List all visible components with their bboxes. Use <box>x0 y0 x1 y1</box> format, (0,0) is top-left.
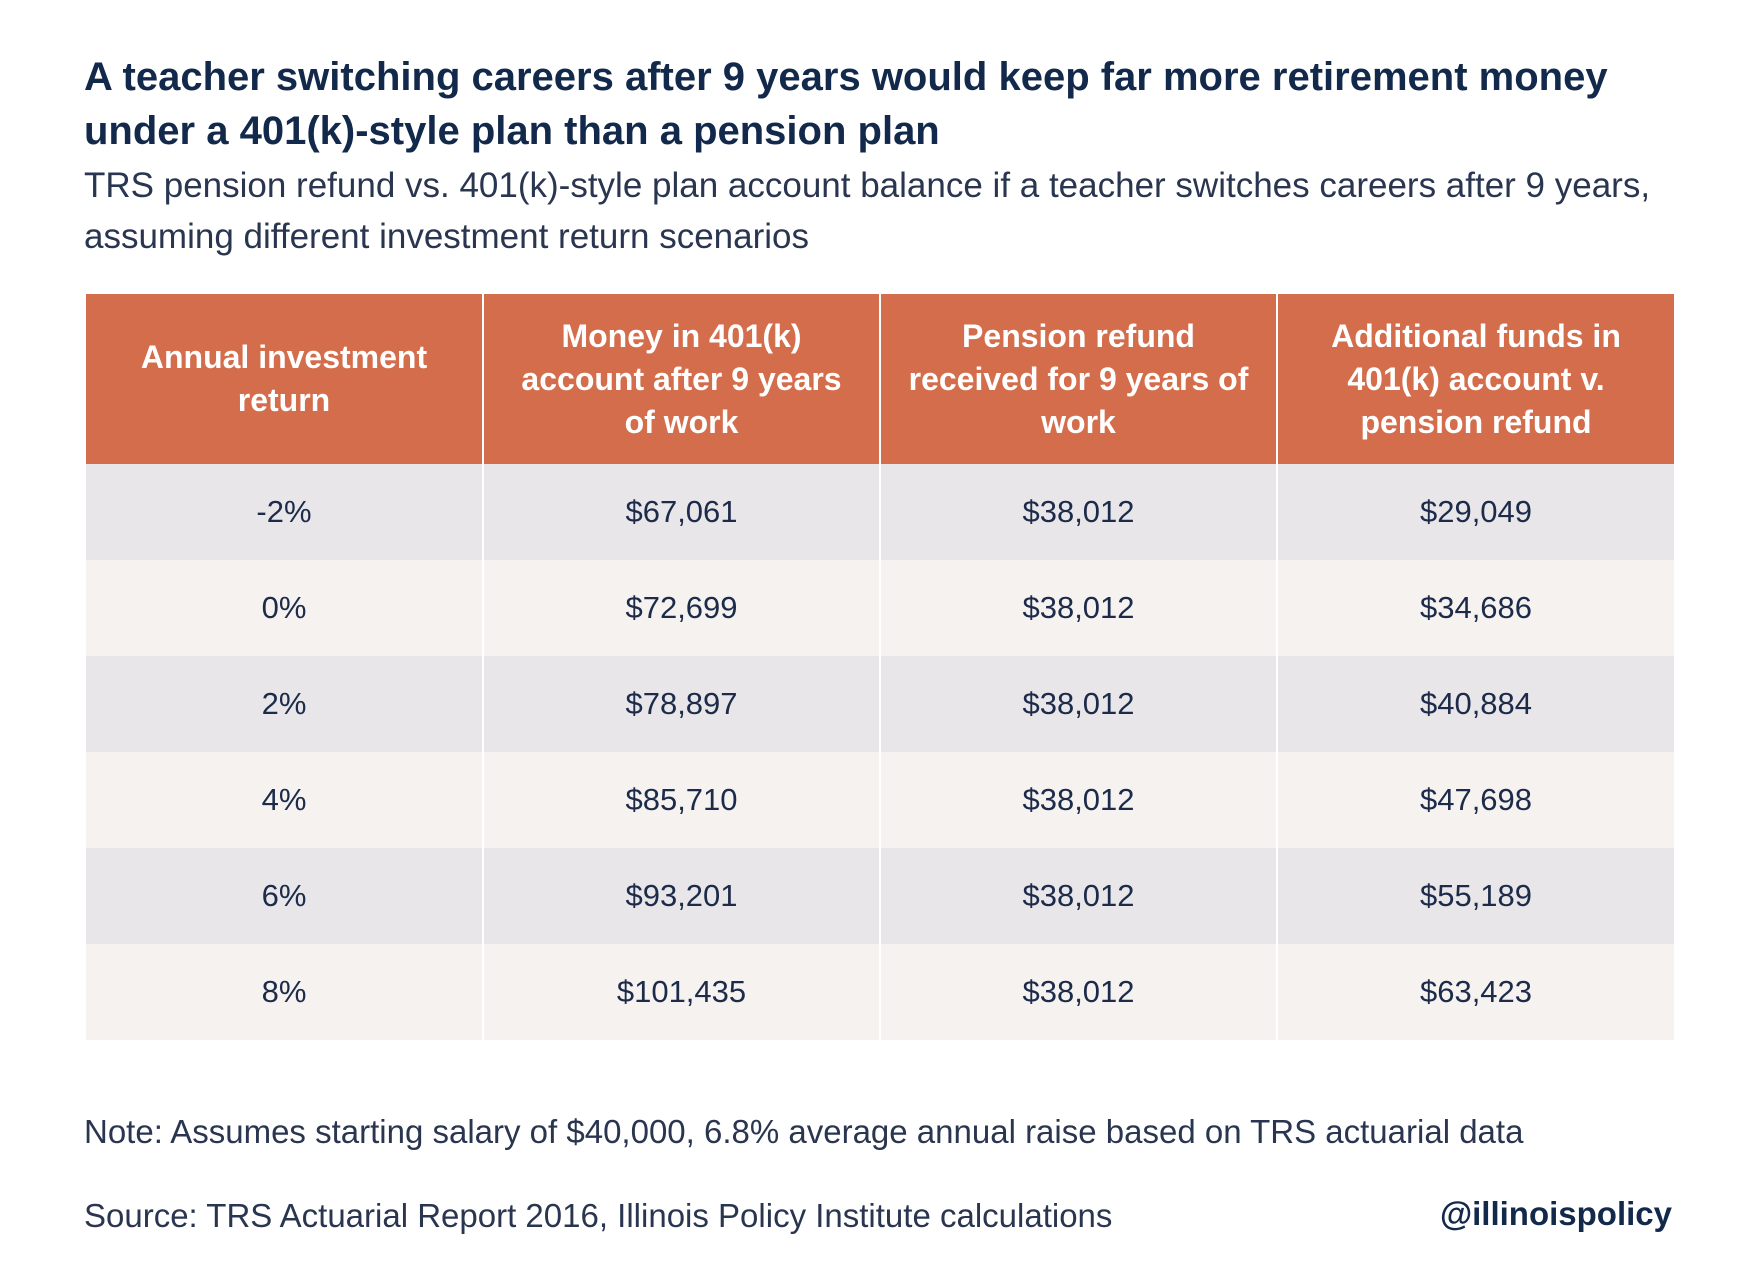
chart-title: A teacher switching careers after 9 year… <box>84 55 1608 153</box>
pension-refund-cell: $38,012 <box>879 848 1277 944</box>
comparison-table: Annual investment return Money in 401(k)… <box>86 294 1674 1040</box>
additional-funds-cell: $63,423 <box>1276 944 1674 1040</box>
header-pension-refund: Pension refund received for 9 years of w… <box>879 294 1277 464</box>
additional-funds-cell: $55,189 <box>1276 848 1674 944</box>
pension-refund-cell: $38,012 <box>879 464 1277 560</box>
table-body: -2% $67,061 $38,012 $29,049 0% $72,699 $38,012… <box>86 464 1674 1040</box>
source-line: Source: TRS Actuarial Report 2016, Illin… <box>84 1197 1113 1234</box>
additional-funds-cell: $29,049 <box>1276 464 1674 560</box>
chart-subtitle: TRS pension refund vs. 401(k)-style plan… <box>84 166 1651 256</box>
return-cell: 2% <box>86 656 483 752</box>
table-row: 0% $72,699 $38,012 $34,686 <box>86 560 1674 656</box>
return-cell: -2% <box>86 464 483 560</box>
return-cell: 0% <box>86 560 483 656</box>
pension-refund-cell: $38,012 <box>879 560 1277 656</box>
footnote: Note: Assumes starting salary of $40,000… <box>84 1113 1524 1150</box>
additional-funds-cell: $47,698 <box>1276 752 1674 848</box>
401k-money-cell: $101,435 <box>482 944 880 1040</box>
401k-money-cell: $85,710 <box>482 752 880 848</box>
header-401k-money: Money in 401(k) account after 9 years of… <box>482 294 880 464</box>
401k-money-cell: $67,061 <box>482 464 880 560</box>
pension-refund-cell: $38,012 <box>879 944 1277 1040</box>
401k-money-cell: $72,699 <box>482 560 880 656</box>
return-cell: 6% <box>86 848 483 944</box>
table-row: 2% $78,897 $38,012 $40,884 <box>86 656 1674 752</box>
return-cell: 8% <box>86 944 483 1040</box>
table-row: -2% $67,061 $38,012 $29,049 <box>86 464 1674 560</box>
additional-funds-cell: $34,686 <box>1276 560 1674 656</box>
pension-refund-cell: $38,012 <box>879 656 1277 752</box>
table-row: 6% $93,201 $38,012 $55,189 <box>86 848 1674 944</box>
header-row: Annual investment return Money in 401(k)… <box>86 294 1674 464</box>
social-handle: @illinoispolicy <box>1439 1195 1672 1232</box>
401k-money-cell: $93,201 <box>482 848 880 944</box>
401k-money-cell: $78,897 <box>482 656 880 752</box>
table-row: 4% $85,710 $38,012 $47,698 <box>86 752 1674 848</box>
header-additional-funds: Additional funds in 401(k) account v. pe… <box>1276 294 1674 464</box>
header-annual-return: Annual investment return <box>86 294 483 464</box>
table-row: 8% $101,435 $38,012 $63,423 <box>86 944 1674 1040</box>
pension-refund-cell: $38,012 <box>879 752 1277 848</box>
additional-funds-cell: $40,884 <box>1276 656 1674 752</box>
return-cell: 4% <box>86 752 483 848</box>
